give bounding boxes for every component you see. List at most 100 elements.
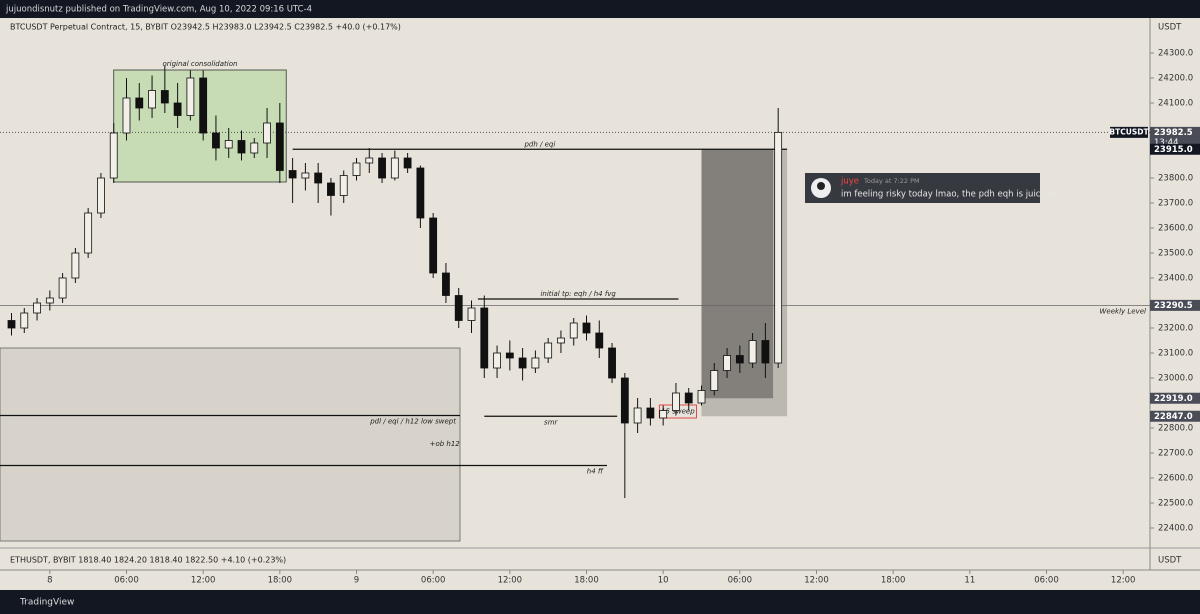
axis-unit: USDT (1158, 556, 1182, 566)
brand: TradingView (19, 598, 74, 608)
candle-body (416, 167, 425, 219)
candle-body (135, 97, 144, 109)
level-label: Weekly Level (1099, 307, 1146, 315)
candle-body (20, 312, 29, 329)
candle-body (544, 342, 553, 359)
candle-body (531, 357, 540, 369)
candle-body (71, 252, 80, 279)
message-box (805, 173, 1040, 203)
level-label: initial tp: eqh / h4 fvg (540, 290, 616, 298)
candle-body (467, 307, 476, 321)
candle-body (84, 212, 93, 254)
candle-body (403, 157, 412, 169)
price-badge-label: 23915.0 (1154, 145, 1193, 155)
x-tick-label: 12:00 (191, 576, 216, 586)
level-label: pdh / eqi (523, 140, 555, 148)
x-tick-label: 12:00 (498, 576, 523, 586)
candle-body (595, 332, 604, 349)
y-tick-label: 23700.0 (1158, 199, 1193, 209)
candle-body (301, 172, 310, 179)
candle-body (199, 77, 208, 134)
zone (0, 347, 461, 542)
x-tick-label: 12:00 (804, 576, 829, 586)
message-text: im feeling risky today lmao, the pdh eqh… (841, 190, 1057, 200)
candle-body (557, 337, 565, 344)
x-tick-label: 10 (658, 576, 669, 586)
price-badge-label: 23982.5 (1154, 128, 1193, 138)
candle-body (122, 97, 131, 134)
candle-body (480, 307, 489, 369)
candle-body (212, 132, 220, 149)
y-tick-label: 24200.0 (1158, 74, 1193, 84)
zone-label: 15 sweep (661, 408, 695, 416)
x-tick-label: 9 (354, 576, 359, 586)
candle-body (173, 102, 182, 116)
y-tick-label: 22800.0 (1158, 424, 1193, 434)
candle-body (148, 90, 156, 109)
header-bar (0, 0, 1200, 18)
candle-body (160, 90, 169, 104)
candle-body (735, 355, 744, 364)
candle-body (237, 140, 246, 154)
candle-body (672, 392, 680, 411)
candle-body (723, 355, 731, 371)
x-tick-label: 18:00 (268, 576, 293, 586)
price-badge (1150, 299, 1200, 311)
avatar-figure (817, 182, 825, 190)
candle-body (263, 122, 271, 144)
y-tick-label: 23400.0 (1158, 274, 1193, 284)
candle-body (518, 357, 527, 369)
level-label: h4 ff (587, 468, 604, 476)
candle-body (620, 377, 629, 424)
x-tick-label: 06:00 (421, 576, 446, 586)
message-user: juye (840, 177, 859, 187)
candle-body (224, 140, 233, 149)
x-tick-label: 18:00 (881, 576, 906, 586)
candle-body (109, 132, 118, 179)
x-tick-label: 06:00 (1034, 576, 1059, 586)
candle-body (493, 352, 501, 369)
level-label: pdl / eqi / h12 low swept (369, 418, 456, 426)
candle-body (505, 352, 514, 359)
price-badge (1150, 126, 1200, 149)
candle-body (33, 302, 41, 314)
candle-body (429, 217, 438, 274)
message-time: Today at 7:22 PM (863, 177, 920, 185)
chart-title: BTCUSDT Perpetual Contract, 15, BYBIT O2… (10, 23, 401, 32)
y-tick-label: 24300.0 (1158, 49, 1193, 59)
candle-body (288, 170, 297, 179)
y-tick-label: 23800.0 (1158, 174, 1193, 184)
candle-body (748, 340, 757, 364)
candle-body (58, 277, 67, 299)
price-badge-label: 23290.5 (1154, 301, 1193, 311)
y-tick-label: 23100.0 (1158, 349, 1193, 359)
x-tick-label: 11 (964, 576, 975, 586)
candle-body (633, 407, 642, 424)
candle-body (250, 142, 259, 154)
plot-area: original consolidation 15 sweep pdh / eqi i… (0, 60, 1150, 542)
price-badge-sub: 13:44 (1154, 138, 1179, 148)
symbol-tag (1110, 126, 1148, 138)
x-tick-label: 18:00 (574, 576, 599, 586)
candle-body (582, 322, 591, 334)
candle-body (569, 322, 578, 339)
candle-body (7, 320, 16, 329)
header: jujuondisnutz published on TradingView.c… (5, 5, 312, 15)
candle-body (659, 410, 668, 419)
candle-body (186, 77, 195, 116)
candle-body (275, 122, 284, 171)
footer-bar (0, 590, 1200, 614)
candle-body (378, 157, 386, 179)
candle-body (608, 347, 616, 379)
y-tick-label: 23600.0 (1158, 224, 1193, 234)
candle-body (761, 340, 770, 364)
candle-body (327, 182, 335, 196)
y-tick-label: 22700.0 (1158, 449, 1193, 459)
x-tick-label: 8 (47, 576, 52, 586)
candle-body (352, 162, 361, 176)
y-tick-label: 22500.0 (1158, 499, 1193, 509)
price-badge-label: 22847.0 (1154, 412, 1193, 422)
price-badge (1150, 410, 1200, 422)
y-tick-label: 23500.0 (1158, 249, 1193, 259)
